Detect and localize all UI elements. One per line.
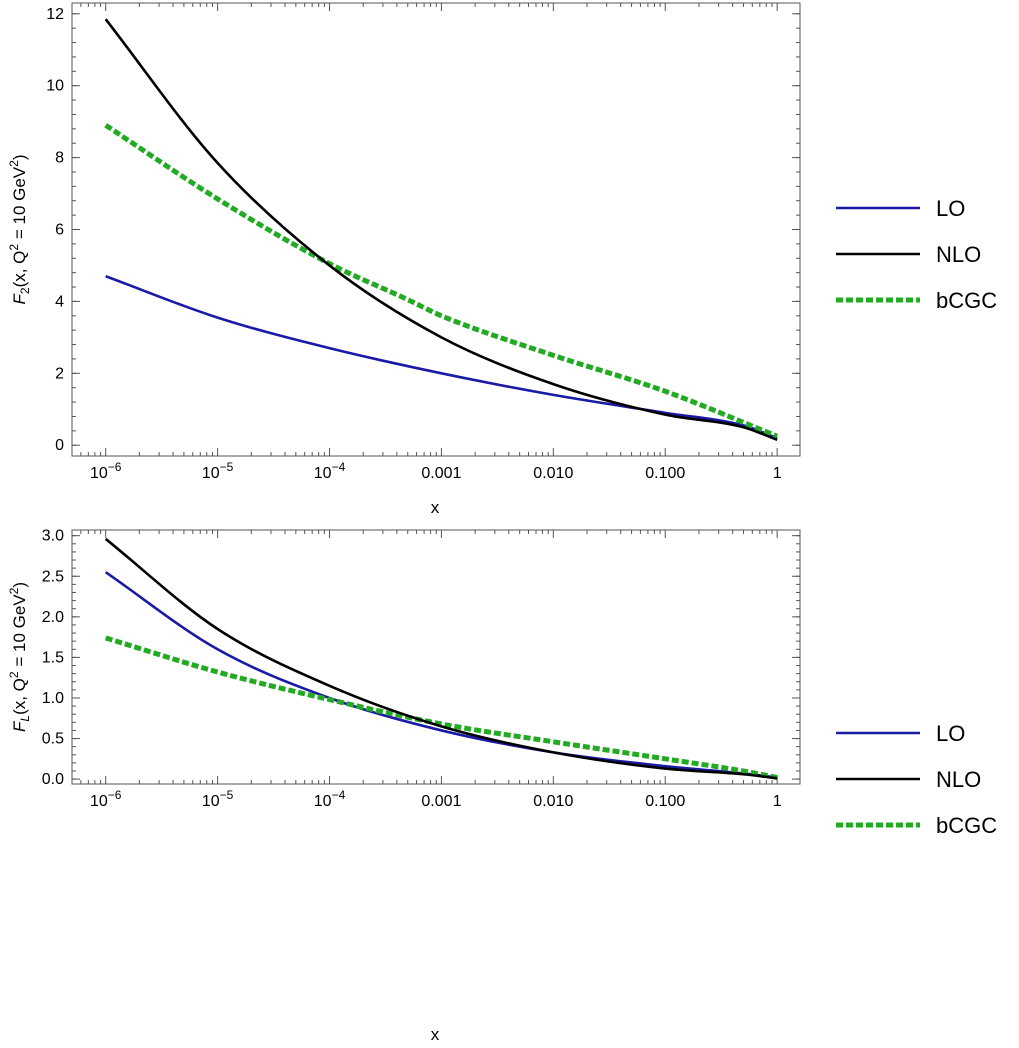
- y-tick-label: 2: [55, 365, 64, 382]
- y-label-rest: (x, Q: [10, 678, 29, 715]
- x-tick-label: 10−5: [202, 460, 234, 482]
- x-tick-label: 0.010: [533, 465, 573, 482]
- legend-label-bcgc: bCGC: [936, 288, 997, 313]
- y-tick-label: 1.0: [42, 690, 64, 707]
- plot-frame: [71, 2, 801, 457]
- x-tick-label: 10−4: [314, 788, 346, 810]
- y-tick-label: 4: [55, 293, 64, 310]
- legend-label-bcgc: bCGC: [936, 813, 997, 838]
- x-tick-base: 10: [90, 465, 108, 482]
- series-line-nlo: [104, 18, 778, 442]
- fl-panel: 10−6 10−5 10−4 0.001 0.010 0.100 10.00.51.01.5…: [7, 528, 997, 1044]
- y-label-mid: = 10 GeV: [10, 594, 29, 672]
- series-line-lo: [105, 275, 778, 440]
- y-tick-label: 3.0: [42, 528, 64, 545]
- x-tick-label: 10−6: [90, 460, 122, 482]
- x-tick-exponent: −4: [332, 788, 346, 802]
- y-axis-label: F2(x, Q2 = 10 GeV2): [7, 155, 32, 305]
- plot-frame: [71, 529, 801, 785]
- x-tick-label: 0.100: [645, 465, 685, 482]
- y-label-sup: 2: [7, 671, 21, 678]
- x-tick-exponent: −5: [220, 460, 234, 474]
- y-tick-label: 2.5: [42, 568, 64, 585]
- x-tick-exponent: −5: [220, 788, 234, 802]
- y-tick-label: 2.0: [42, 609, 64, 626]
- y-label-sub: L: [18, 715, 32, 722]
- x-axis-label: x: [431, 498, 440, 517]
- x-tick-exponent: −6: [108, 788, 122, 802]
- x-tick-label: 0.010: [533, 793, 573, 810]
- legend-label-nlo: NLO: [936, 242, 981, 267]
- x-axis-label: x: [431, 1025, 440, 1044]
- y-tick-label: 12: [46, 6, 64, 23]
- x-tick-base: 10: [202, 793, 220, 810]
- y-tick-label: 0.5: [42, 731, 64, 748]
- y-label-rest: (x, Q: [10, 251, 29, 288]
- y-label-end: ): [10, 582, 29, 588]
- y-tick-label: 0.0: [42, 771, 64, 788]
- x-tick-exponent: −4: [332, 460, 346, 474]
- y-label-mid: = 10 GeV: [10, 166, 29, 244]
- y-axis-label: FL(x, Q2 = 10 GeV2): [7, 582, 32, 732]
- y-tick-label: 8: [55, 150, 64, 167]
- y-tick-label: 6: [55, 222, 64, 239]
- x-tick-base: 10: [202, 465, 220, 482]
- series-line-bcgc: [104, 635, 778, 780]
- y-label-sup2: 2: [7, 587, 21, 594]
- y-label-end: ): [10, 155, 29, 161]
- series-line-lo: [104, 571, 778, 779]
- x-tick-base: 10: [314, 793, 332, 810]
- x-tick-label: 10−6: [90, 788, 122, 810]
- series-line-nlo: [104, 537, 778, 780]
- legend-label-nlo: NLO: [936, 767, 981, 792]
- x-tick-label: 10−5: [202, 788, 234, 810]
- x-tick-label: 0.001: [421, 465, 461, 482]
- y-tick-label: 0: [55, 437, 64, 454]
- legend: LO NLO bCGC: [836, 196, 997, 313]
- x-tick-base: 10: [314, 465, 332, 482]
- x-tick-label: 0.100: [645, 793, 685, 810]
- y-label-main: F: [10, 720, 29, 732]
- legend: LO NLO bCGC: [836, 721, 997, 838]
- y-tick-label: 1.5: [42, 649, 64, 666]
- f2-panel: 10−6 10−5 10−4 0.001 0.010 0.100 1024681012xF2…: [7, 2, 997, 517]
- y-label-sup2: 2: [7, 160, 21, 167]
- y-label-main: F: [10, 293, 29, 305]
- x-tick-label: 10−4: [314, 460, 346, 482]
- y-label-sup: 2: [7, 244, 21, 251]
- y-tick-label: 10: [46, 78, 64, 95]
- x-tick-label: 1: [773, 793, 782, 810]
- x-tick-base: 10: [90, 793, 108, 810]
- x-tick-label: 1: [773, 465, 782, 482]
- x-tick-exponent: −6: [108, 460, 122, 474]
- legend-label-lo: LO: [936, 721, 965, 746]
- y-label-sub: 2: [18, 287, 32, 294]
- series-line-bcgc: [104, 123, 779, 439]
- x-tick-label: 0.001: [421, 793, 461, 810]
- legend-label-lo: LO: [936, 196, 965, 221]
